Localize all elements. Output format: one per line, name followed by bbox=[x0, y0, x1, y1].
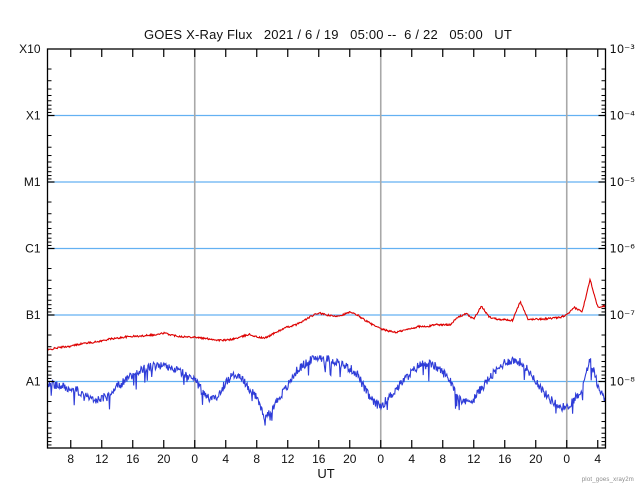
x-tick-label: 16 bbox=[498, 452, 512, 466]
flux-class-label: C1 bbox=[25, 242, 41, 256]
flux-power-label: 10⁻³ bbox=[610, 42, 636, 56]
x-tick-label: 16 bbox=[126, 452, 140, 466]
x-tick-label: 12 bbox=[467, 452, 481, 466]
x-tick-label: 0 bbox=[191, 452, 198, 466]
xray-long-wave-flux-line bbox=[47, 277, 606, 351]
flux-class-label: X10 bbox=[19, 42, 41, 56]
x-tick-label: 20 bbox=[529, 452, 543, 466]
x-tick-label: 0 bbox=[377, 452, 384, 466]
flux-class-label: M1 bbox=[24, 175, 41, 189]
plot-border bbox=[46, 48, 607, 449]
series-layer bbox=[47, 277, 607, 426]
flux-power-label: 10⁻⁸ bbox=[610, 375, 636, 389]
label-layer: 8 12 16 20 0 4 8 12 16 20 0 4 8 12 16 20 0 4 X10 X1 M1 C1 B1 A1… bbox=[19, 42, 635, 466]
flux-power-label: 10⁻⁵ bbox=[610, 175, 636, 189]
x-tick-label: 0 bbox=[563, 452, 570, 466]
x-tick-label: 12 bbox=[281, 452, 295, 466]
flux-power-label: 10⁻⁴ bbox=[610, 109, 636, 123]
x-tick-label: 8 bbox=[439, 452, 446, 466]
grid-layer bbox=[47, 49, 606, 448]
x-tick-label: 8 bbox=[67, 452, 74, 466]
plot-credit-text: plot_goes_xray2m bbox=[581, 477, 634, 483]
flux-power-label: 10⁻⁷ bbox=[610, 308, 636, 322]
xray-short-wave-flux-line bbox=[47, 355, 607, 426]
x-tick-label: 16 bbox=[312, 452, 326, 466]
x-tick-label: 4 bbox=[408, 452, 415, 466]
flux-power-label: 10⁻⁶ bbox=[610, 242, 636, 256]
x-tick-label: 4 bbox=[222, 452, 229, 466]
x-tick-label: 8 bbox=[253, 452, 260, 466]
x-tick-label: 20 bbox=[157, 452, 171, 466]
x-axis-title: UT bbox=[317, 466, 335, 481]
flux-class-label: A1 bbox=[26, 375, 41, 389]
flux-class-label: B1 bbox=[26, 308, 41, 322]
flux-class-label: X1 bbox=[26, 109, 41, 123]
x-tick-label: 4 bbox=[594, 452, 601, 466]
chart-title: GOES X-Ray Flux 2021 / 6 / 19 05:00 -- 6… bbox=[143, 27, 513, 42]
x-tick-label: 20 bbox=[343, 452, 357, 466]
x-tick-label: 12 bbox=[95, 452, 109, 466]
axis-layer bbox=[47, 49, 606, 448]
